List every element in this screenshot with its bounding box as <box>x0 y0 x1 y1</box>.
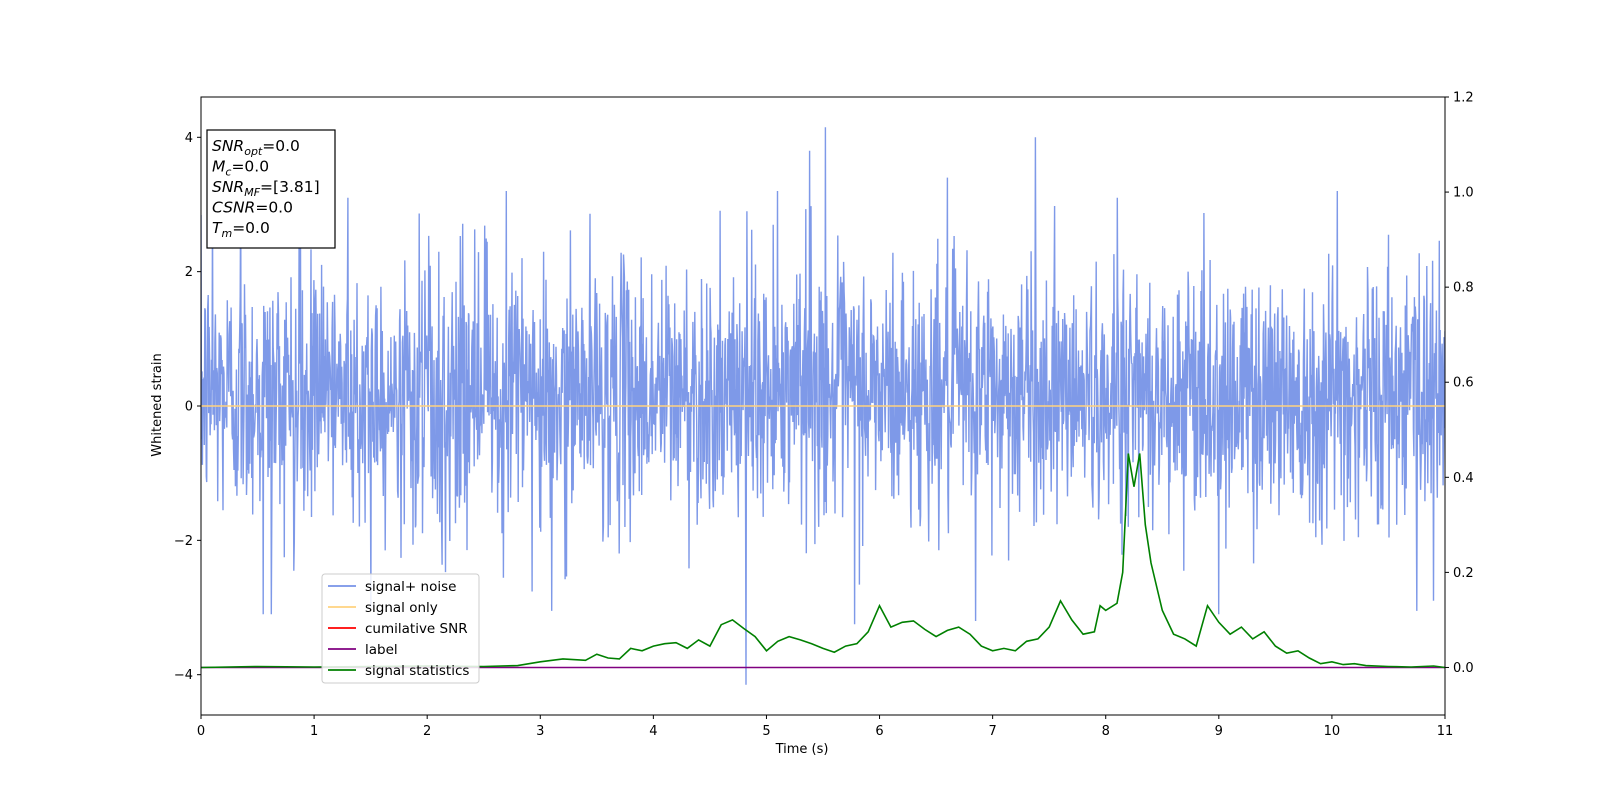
x-tick-label: 6 <box>875 724 883 739</box>
legend-frame <box>321 573 480 684</box>
series-signal-statistics <box>201 453 1445 669</box>
y-tick-label: 0 <box>185 400 193 415</box>
info-box-line: SNRMF=[3.81] <box>212 178 320 199</box>
y2-tick-label: 0.6 <box>1453 376 1474 391</box>
x-tick-label: 8 <box>1102 724 1110 739</box>
x-tick-label: 4 <box>649 724 657 739</box>
x-tick-label: 0 <box>197 724 205 739</box>
x-tick-label: 3 <box>536 724 544 739</box>
y-tick-label: 2 <box>185 265 193 280</box>
y-axis-ticks: −4 −2 0 2 4 <box>174 131 201 683</box>
legend-label-label: label <box>365 642 398 658</box>
y-tick-label: −2 <box>174 534 193 549</box>
x-axis-label: Time (s) <box>775 742 829 757</box>
legend-label-signal-only: signal only <box>365 600 438 616</box>
y-tick-label: −4 <box>174 668 193 683</box>
x-tick-label: 11 <box>1437 724 1454 739</box>
y-tick-label: 4 <box>185 131 193 146</box>
info-box-line: CSNR=0.0 <box>212 199 293 217</box>
y-axis-label: Whitened strain <box>150 353 165 456</box>
y2-tick-label: 0.4 <box>1453 471 1474 486</box>
series-signal-noise <box>201 127 1445 685</box>
y2-tick-label: 1.0 <box>1453 186 1474 201</box>
y2-tick-label: 0.2 <box>1453 566 1474 581</box>
info-box-line: SNRopt=0.0 <box>212 137 300 158</box>
y2-axis-ticks: 0.0 0.2 0.4 0.6 0.8 1.0 1.2 <box>1445 91 1474 676</box>
legend-label-signal-statistics: signal statistics <box>365 663 469 679</box>
x-tick-label: 5 <box>762 724 770 739</box>
info-box-line: Tm=0.0 <box>212 219 270 240</box>
x-tick-label: 7 <box>988 724 996 739</box>
x-tick-label: 2 <box>423 724 431 739</box>
y2-tick-label: 0.8 <box>1453 281 1474 296</box>
info-box-line: Mc=0.0 <box>212 158 269 179</box>
legend-label-signal-noise: signal+ noise <box>365 579 456 595</box>
info-box-frame <box>206 129 336 249</box>
legend-label-cumilative-snr: cumilative SNR <box>365 621 468 637</box>
y2-tick-label: 1.2 <box>1453 91 1474 106</box>
x-tick-label: 10 <box>1324 724 1341 739</box>
legend: signal+ noise signal only cumilative SNR la… <box>321 573 480 684</box>
x-axis-ticks: 0 1 2 3 4 5 6 7 8 9 10 11 <box>197 715 1453 739</box>
y2-tick-label: 0.0 <box>1453 661 1474 676</box>
x-tick-label: 1 <box>310 724 318 739</box>
x-tick-label: 9 <box>1215 724 1223 739</box>
